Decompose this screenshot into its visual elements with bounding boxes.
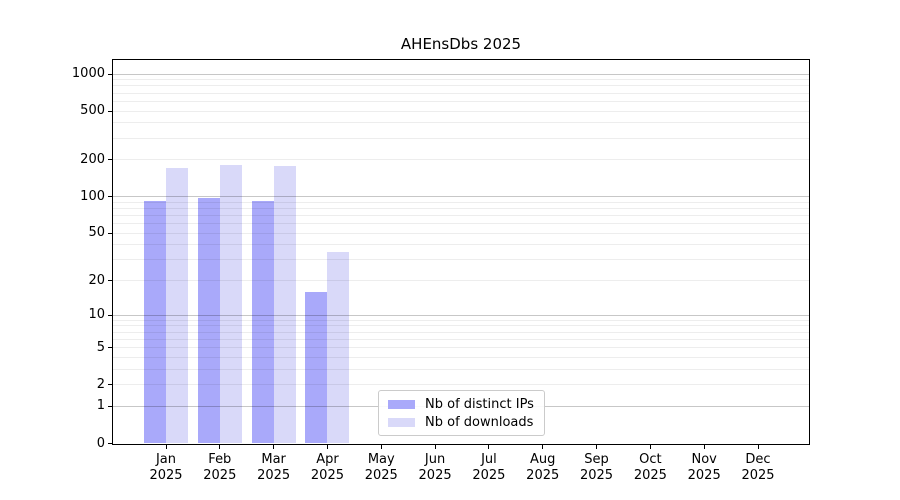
x-axis-tick-label: Aug 2025: [526, 452, 560, 483]
bar-downloads: [327, 251, 350, 444]
y-axis-tick-label: 0: [96, 435, 105, 451]
gridline-minor: [113, 368, 809, 370]
y-axis-tick-label: 5: [96, 339, 105, 355]
legend-label: Nb of distinct IPs: [425, 396, 534, 412]
legend-swatch: [388, 399, 415, 409]
gridline-minor: [113, 122, 809, 124]
y-tick-mark: [108, 405, 112, 407]
x-axis-tick-label: Sep 2025: [579, 452, 614, 483]
y-tick-mark: [108, 384, 112, 386]
y-tick-mark: [108, 110, 112, 112]
gridline-major: [113, 73, 809, 75]
x-tick-mark: [488, 444, 490, 449]
x-tick-mark: [757, 444, 759, 449]
x-tick-mark: [596, 444, 598, 449]
bar-downloads: [166, 167, 188, 444]
y-tick-mark: [108, 159, 112, 161]
legend-item: Nb of distinct IPs: [388, 398, 544, 411]
gridline-minor: [113, 223, 809, 225]
gridline-major: [113, 314, 809, 316]
y-tick-mark: [108, 314, 112, 316]
y-tick-mark: [108, 73, 112, 75]
gridline-minor: [113, 319, 809, 321]
legend-item: Nb of downloads: [388, 416, 544, 429]
x-tick-mark: [434, 444, 436, 449]
y-axis-tick-label: 500: [80, 103, 105, 119]
gridline-minor: [113, 338, 809, 340]
gridline-minor: [113, 244, 809, 246]
x-tick-mark: [380, 444, 382, 449]
bar-distinct-ips: [251, 201, 274, 444]
gridline-minor: [113, 159, 809, 161]
gridline-minor: [113, 207, 809, 209]
x-tick-mark: [542, 444, 544, 449]
bar-distinct-ips: [305, 291, 328, 444]
gridline-minor: [113, 384, 809, 386]
y-axis-tick-label: 100: [80, 188, 105, 204]
x-axis-tick-label: Jun 2025: [418, 452, 452, 483]
plot-border-left: [112, 59, 113, 445]
x-tick-mark: [703, 444, 705, 449]
bar-downloads: [219, 165, 242, 444]
gridline-minor: [113, 259, 809, 261]
plot-border-right: [809, 59, 810, 445]
x-axis-tick-label: Dec 2025: [741, 452, 775, 483]
y-axis-tick-label: 20: [88, 272, 105, 288]
gridline-minor: [113, 331, 809, 333]
gridline-minor: [113, 347, 809, 349]
gridline-minor: [113, 325, 809, 327]
y-tick-mark: [108, 196, 112, 198]
plot-border-top: [112, 59, 810, 60]
x-axis-tick-label: Oct 2025: [633, 452, 667, 483]
legend-swatch: [388, 417, 415, 427]
y-tick-mark: [108, 347, 112, 349]
chart-title: AHEnsDbs 2025: [400, 35, 522, 53]
x-axis-tick-label: Jul 2025: [472, 452, 506, 483]
gridline-minor: [113, 110, 809, 112]
gridline-major: [113, 196, 809, 198]
y-axis-tick-label: 2: [96, 376, 105, 392]
x-axis-tick-label: Apr 2025: [310, 452, 344, 483]
gridline-minor: [113, 100, 809, 102]
y-tick-mark: [108, 280, 112, 282]
bar-distinct-ips: [144, 200, 166, 444]
x-axis-tick-label: Nov 2025: [687, 452, 721, 483]
gridline-minor: [113, 356, 809, 358]
x-axis-tick-label: Feb 2025: [203, 452, 237, 483]
gridline-minor: [113, 201, 809, 203]
gridline-minor: [113, 92, 809, 94]
gridline-minor: [113, 280, 809, 282]
y-axis-tick-label: 1: [96, 398, 105, 414]
plot-area: [113, 60, 809, 444]
gridline-minor: [113, 79, 809, 81]
x-axis-tick-label: Mar 2025: [257, 452, 291, 483]
y-axis-tick-label: 200: [80, 151, 105, 167]
y-tick-mark: [108, 443, 112, 444]
legend-label: Nb of downloads: [425, 414, 534, 430]
x-tick-mark: [649, 444, 651, 449]
gridline-minor: [113, 85, 809, 87]
bar-distinct-ips: [197, 197, 220, 444]
x-axis-tick-label: Jan 2025: [149, 452, 183, 483]
y-axis-tick-label: 10: [88, 307, 105, 323]
gridline-minor: [113, 137, 809, 139]
x-axis-tick-label: May 2025: [364, 452, 398, 483]
legend: Nb of distinct IPs Nb of downloads: [378, 390, 545, 436]
y-axis-tick-label: 1000: [71, 66, 105, 81]
x-tick-mark: [219, 444, 221, 449]
x-tick-mark: [326, 444, 328, 449]
bar-downloads: [273, 166, 296, 444]
y-axis-tick-label: 50: [88, 225, 105, 241]
y-tick-mark: [108, 232, 112, 234]
gridline-minor: [113, 215, 809, 217]
gridline-minor: [113, 232, 809, 234]
x-tick-mark: [273, 444, 275, 449]
plot-border-bottom: [112, 443, 810, 445]
x-tick-mark: [165, 444, 167, 449]
